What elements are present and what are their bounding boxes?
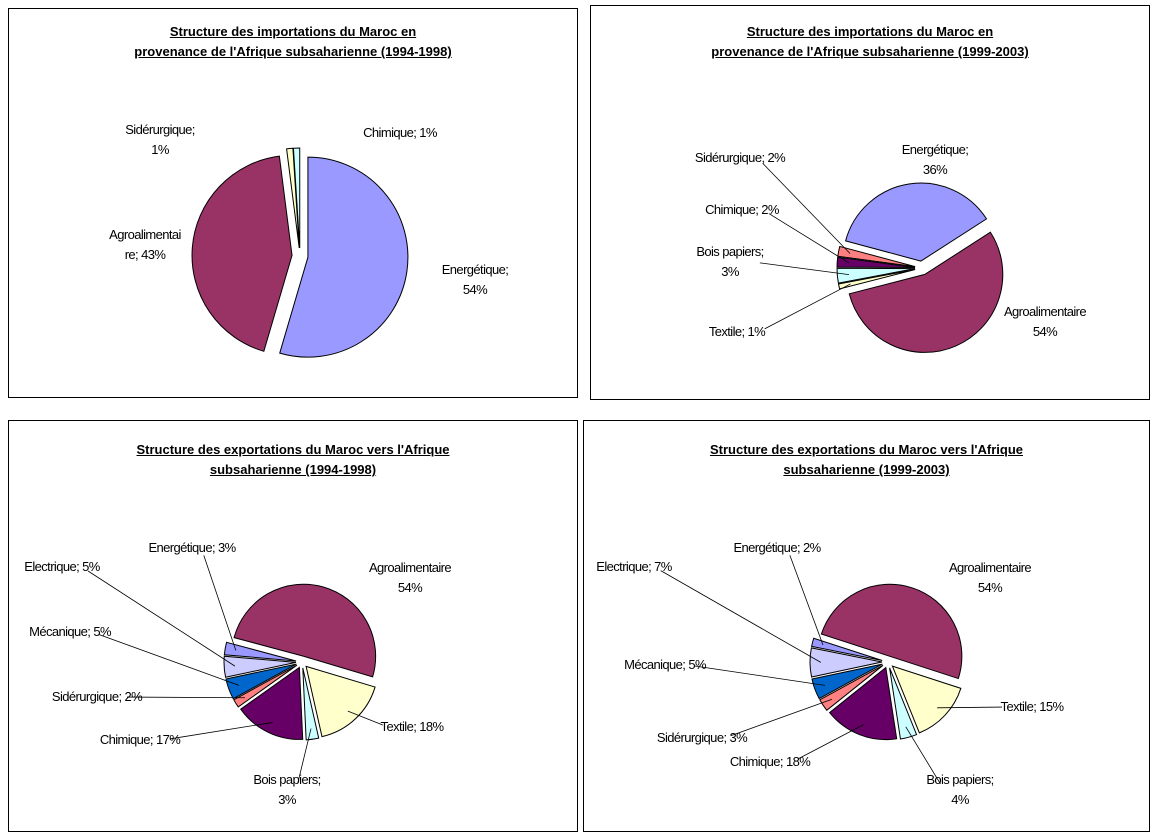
- chart-frame: [583, 420, 1150, 832]
- chart-title: Structure des exportations du Maroc vers…: [136, 442, 450, 477]
- slice-label: Sidérurgique; 3%: [656, 730, 748, 745]
- pie-slice: [233, 583, 377, 678]
- pie-slice: [305, 665, 376, 738]
- pie-slice: [891, 665, 962, 734]
- slice-label: Energétique; 3%: [148, 540, 236, 555]
- pie-slice: [240, 666, 304, 740]
- chart-title: Structure des importations du Maroc en p…: [134, 24, 452, 59]
- leader-line: [730, 698, 833, 737]
- chart-title: Structure des importations du Maroc en p…: [711, 24, 1029, 59]
- slice-label: Bois papiers; 4%: [926, 772, 994, 807]
- leader-line: [203, 555, 237, 651]
- leader-line: [694, 665, 826, 686]
- pie-slice: [811, 637, 883, 661]
- pie-slice: [889, 667, 918, 740]
- pie-slice: [836, 267, 916, 284]
- pie-slice: [811, 663, 883, 700]
- leader-line: [905, 726, 941, 785]
- pie-slice: [223, 641, 297, 662]
- pie-slice: [302, 667, 320, 741]
- pie-slice: [233, 664, 298, 708]
- slice-label: Bois papiers; 3%: [696, 244, 764, 279]
- slice-label: Sidérurgique; 2%: [694, 150, 786, 165]
- leader-line: [789, 555, 824, 646]
- pie-slice: [848, 231, 1004, 353]
- leader-line: [764, 283, 851, 330]
- slice-label: Textile; 1%: [708, 324, 766, 339]
- chart-frame: [8, 8, 578, 398]
- slice-label: Agroalimentaire 54%: [368, 560, 452, 595]
- leader-line: [87, 570, 236, 667]
- slice-label: Textile; 15%: [1000, 699, 1065, 714]
- pie-slice: [279, 156, 409, 358]
- pie-slice: [191, 155, 293, 352]
- leader-line: [768, 213, 850, 264]
- pie-slice: [225, 663, 297, 700]
- slice-label: Agroalimentaire 54%: [948, 560, 1032, 595]
- slice-label: Electrique; 7%: [596, 559, 672, 574]
- leader-line: [126, 696, 246, 699]
- slice-label: Sidérurgique; 2%: [51, 689, 143, 704]
- slice-label: Sidérurgique; 1%: [125, 122, 195, 157]
- slice-label: Energétique; 36%: [901, 142, 969, 177]
- pie-slice: [286, 147, 300, 249]
- pie-slice: [828, 666, 898, 741]
- pie-slice: [837, 269, 916, 290]
- chart-title: Structure des exportations du Maroc vers…: [710, 442, 1023, 477]
- slice-label: Energétique; 2%: [733, 540, 821, 555]
- leader-line: [759, 262, 850, 276]
- leader-line: [297, 728, 312, 783]
- pie-slice: [819, 664, 884, 712]
- pie-slice: [820, 583, 963, 680]
- slice-label: Textile; 18%: [380, 719, 445, 734]
- leader-line: [660, 570, 822, 663]
- leader-line: [762, 162, 851, 254]
- slice-label: Energétique; 54%: [441, 262, 509, 297]
- pie-slice: [844, 182, 988, 262]
- slice-label: Mécanique; 5%: [29, 624, 111, 639]
- slice-label: Mécanique; 5%: [624, 657, 706, 672]
- chart-frame: [590, 5, 1150, 400]
- leader-line: [937, 706, 1003, 709]
- leader-line: [98, 634, 240, 686]
- leader-line: [797, 724, 864, 760]
- slice-label: Bois papiers; 3%: [253, 772, 321, 807]
- pie-slice: [809, 647, 883, 678]
- pie-slice: [836, 256, 916, 269]
- slice-label: Chimique; 1%: [363, 125, 437, 140]
- slice-label: Agroalimentai re; 43%: [109, 227, 181, 262]
- pie-slice: [292, 147, 301, 249]
- chart-frame: [8, 420, 578, 832]
- leader-line: [169, 722, 273, 740]
- pie-slice: [223, 655, 297, 678]
- slice-label: Electrique; 5%: [24, 559, 100, 574]
- pie-slice: [837, 245, 916, 268]
- slice-label: Chimique; 2%: [705, 202, 779, 217]
- slice-label: Chimique; 17%: [99, 732, 181, 747]
- slice-label: Agroalimentaire 54%: [1003, 304, 1087, 339]
- leader-line: [347, 710, 384, 726]
- slice-label: Chimique; 18%: [729, 754, 811, 769]
